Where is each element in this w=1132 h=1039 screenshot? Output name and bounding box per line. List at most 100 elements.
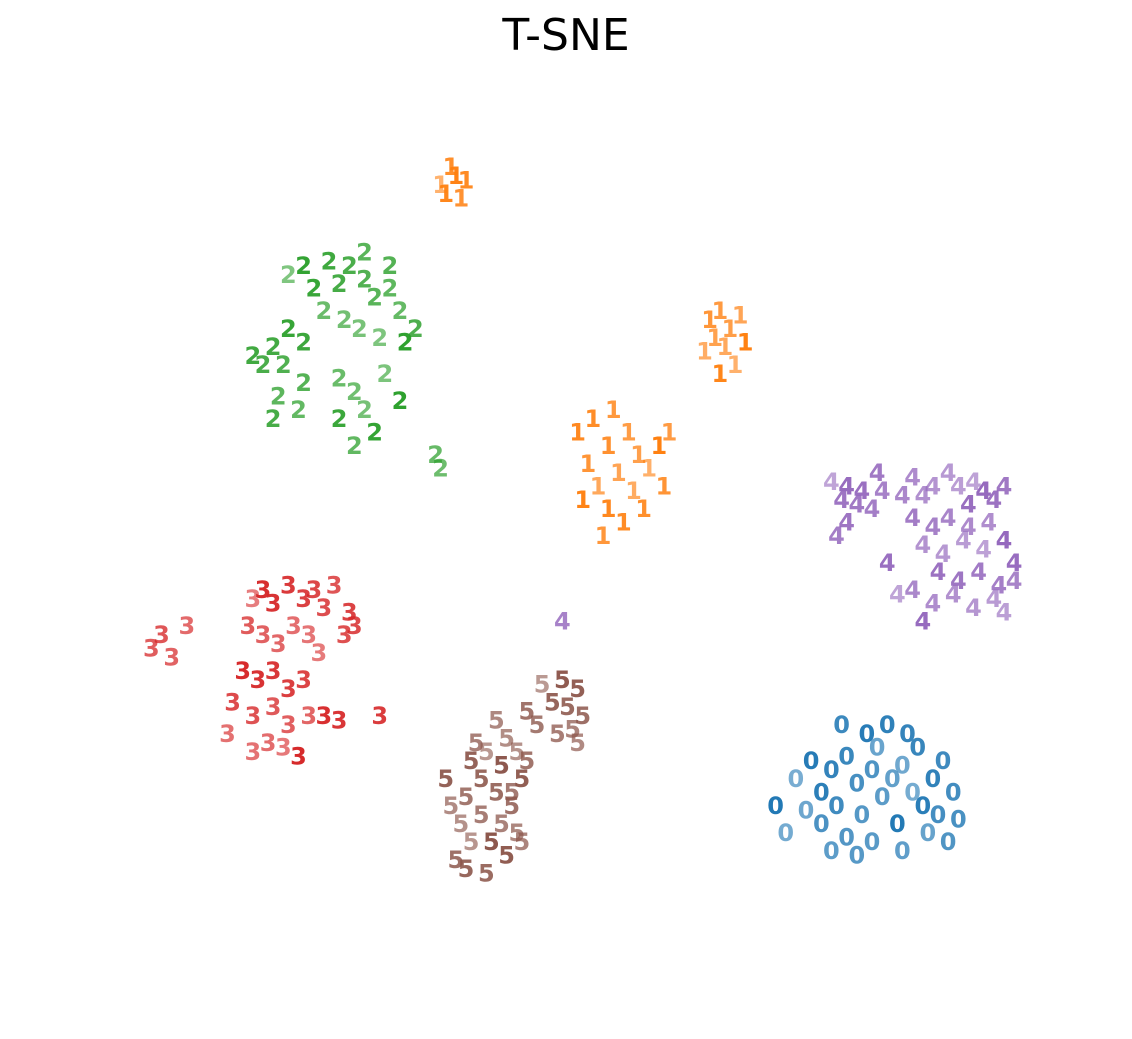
point-digit-3: 3 bbox=[234, 657, 251, 685]
point-digit-4: 4 bbox=[985, 486, 1002, 514]
point-digit-5: 5 bbox=[519, 698, 536, 726]
point-digit-4: 4 bbox=[975, 536, 992, 564]
point-digit-1: 1 bbox=[437, 180, 454, 208]
point-digit-3: 3 bbox=[346, 612, 363, 640]
point-digit-5: 5 bbox=[503, 779, 520, 807]
point-digit-2: 2 bbox=[270, 383, 287, 411]
point-digit-4: 4 bbox=[996, 599, 1013, 627]
point-digit-3: 3 bbox=[280, 572, 297, 600]
point-digit-0: 0 bbox=[788, 765, 805, 793]
point-digit-0: 0 bbox=[803, 747, 820, 775]
point-digit-5: 5 bbox=[493, 810, 510, 838]
point-digit-0: 0 bbox=[767, 792, 784, 820]
point-digit-2: 2 bbox=[376, 360, 393, 388]
point-digit-3: 3 bbox=[265, 657, 282, 685]
point-digit-0: 0 bbox=[813, 810, 830, 838]
point-digit-0: 0 bbox=[899, 720, 916, 748]
point-digit-2: 2 bbox=[331, 270, 348, 298]
point-digit-1: 1 bbox=[706, 324, 723, 352]
point-digit-1: 1 bbox=[722, 315, 739, 343]
point-digit-1: 1 bbox=[711, 360, 728, 388]
point-digit-3: 3 bbox=[371, 702, 388, 730]
point-digit-4: 4 bbox=[904, 504, 921, 532]
point-digit-0: 0 bbox=[859, 720, 876, 748]
point-digit-4: 4 bbox=[940, 459, 957, 487]
point-digit-0: 0 bbox=[848, 770, 865, 798]
point-digit-5: 5 bbox=[519, 747, 536, 775]
point-digit-4: 4 bbox=[950, 473, 967, 501]
point-digit-4: 4 bbox=[996, 473, 1013, 501]
point-digit-4: 4 bbox=[914, 482, 931, 510]
point-digit-4: 4 bbox=[935, 540, 952, 568]
point-digit-4: 4 bbox=[965, 594, 982, 622]
point-digit-4: 4 bbox=[1006, 567, 1023, 595]
point-digit-5: 5 bbox=[478, 738, 495, 766]
point-digit-0: 0 bbox=[879, 711, 896, 739]
point-digit-5: 5 bbox=[549, 720, 566, 748]
point-digit-4: 4 bbox=[879, 549, 896, 577]
point-digit-3: 3 bbox=[163, 644, 180, 672]
point-digit-1: 1 bbox=[569, 419, 586, 447]
point-digit-3: 3 bbox=[179, 612, 196, 640]
point-digit-3: 3 bbox=[250, 666, 267, 694]
point-digit-4: 4 bbox=[1006, 549, 1023, 577]
point-digit-1: 1 bbox=[600, 432, 617, 460]
point-digit-2: 2 bbox=[382, 275, 399, 303]
point-digit-3: 3 bbox=[219, 720, 236, 748]
point-digit-2: 2 bbox=[295, 252, 312, 280]
point-digit-0: 0 bbox=[889, 810, 906, 838]
chart-title: T-SNE bbox=[502, 10, 630, 61]
point-digit-3: 3 bbox=[285, 612, 302, 640]
point-digit-0: 0 bbox=[869, 734, 886, 762]
point-digit-1: 1 bbox=[595, 522, 612, 550]
point-digit-0: 0 bbox=[848, 842, 865, 870]
point-digit-3: 3 bbox=[280, 675, 297, 703]
point-digit-4: 4 bbox=[945, 581, 962, 609]
point-digit-5: 5 bbox=[508, 738, 525, 766]
point-digit-2: 2 bbox=[392, 297, 409, 325]
point-digit-1: 1 bbox=[600, 495, 617, 523]
point-digit-2: 2 bbox=[331, 365, 348, 393]
point-digit-2: 2 bbox=[295, 329, 312, 357]
point-digit-4: 4 bbox=[925, 473, 942, 501]
point-digit-3: 3 bbox=[341, 599, 358, 627]
point-digit-0: 0 bbox=[950, 806, 967, 834]
point-digit-0: 0 bbox=[838, 824, 855, 852]
point-digit-3: 3 bbox=[295, 666, 312, 694]
point-digit-4: 4 bbox=[848, 491, 865, 519]
point-digit-5: 5 bbox=[463, 747, 480, 775]
point-digit-1: 1 bbox=[615, 509, 632, 537]
point-digit-1: 1 bbox=[737, 329, 754, 357]
point-digit-0: 0 bbox=[864, 756, 881, 784]
point-digit-4: 4 bbox=[889, 581, 906, 609]
point-digit-1: 1 bbox=[625, 477, 642, 505]
point-digit-0: 0 bbox=[874, 783, 891, 811]
point-digit-5: 5 bbox=[508, 819, 525, 847]
point-digit-3: 3 bbox=[290, 743, 307, 771]
point-digit-1: 1 bbox=[701, 306, 718, 334]
point-digit-4: 4 bbox=[554, 608, 571, 636]
point-digit-2: 2 bbox=[290, 396, 307, 424]
point-digit-3: 3 bbox=[260, 729, 277, 757]
point-digit-4: 4 bbox=[854, 477, 871, 505]
point-digit-4: 4 bbox=[838, 473, 855, 501]
point-digit-2: 2 bbox=[346, 378, 363, 406]
point-digit-2: 2 bbox=[280, 261, 297, 289]
point-digit-2: 2 bbox=[280, 315, 297, 343]
point-digit-4: 4 bbox=[980, 509, 997, 537]
point-digit-4: 4 bbox=[894, 482, 911, 510]
point-digit-3: 3 bbox=[244, 585, 261, 613]
point-digit-2: 2 bbox=[305, 275, 322, 303]
point-digit-4: 4 bbox=[904, 576, 921, 604]
point-digit-5: 5 bbox=[503, 792, 520, 820]
point-digit-1: 1 bbox=[630, 441, 647, 469]
point-digit-0: 0 bbox=[914, 792, 931, 820]
point-digit-2: 2 bbox=[255, 351, 272, 379]
point-digit-4: 4 bbox=[904, 464, 921, 492]
point-digit-3: 3 bbox=[300, 702, 317, 730]
point-digit-5: 5 bbox=[453, 810, 470, 838]
point-digit-5: 5 bbox=[544, 689, 561, 717]
